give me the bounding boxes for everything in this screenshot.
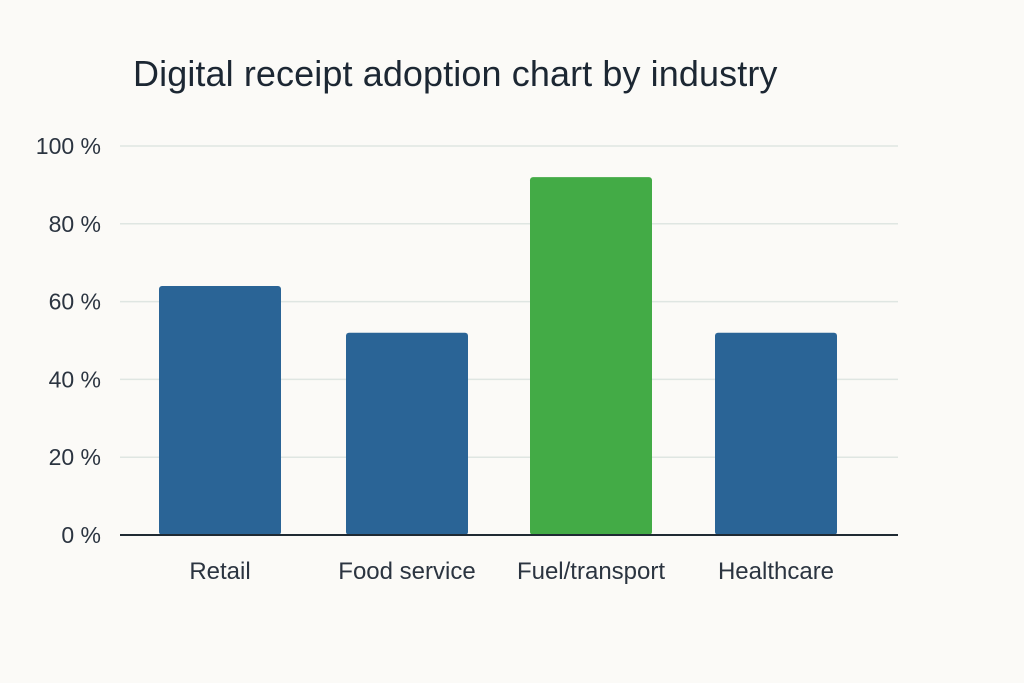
bar-food-service [346, 332, 468, 535]
x-tick-label: Retail [189, 558, 250, 585]
x-tick-label: Fuel/transport [517, 558, 665, 585]
chart-title: Digital receipt adoption chart by indust… [133, 53, 778, 94]
x-tick-label: Food service [338, 558, 475, 585]
y-tick-label: 60 % [49, 289, 101, 315]
y-tick-label: 20 % [49, 444, 101, 470]
y-tick-label: 100 % [36, 133, 101, 159]
bar-retail [159, 286, 281, 535]
y-tick-label: 0 % [61, 522, 101, 548]
y-tick-label: 40 % [49, 366, 101, 392]
bars [159, 177, 837, 535]
bar-fuel-transport [530, 177, 652, 535]
x-axis-labels: Retail Food service Fuel/transport Healthca… [189, 558, 834, 585]
y-axis-ticks: 0 % 20 % 40 % 60 % 80 % 100 % [36, 133, 101, 548]
x-tick-label: Healthcare [718, 558, 834, 585]
y-tick-label: 80 % [49, 211, 101, 237]
bar-healthcare [715, 332, 837, 535]
